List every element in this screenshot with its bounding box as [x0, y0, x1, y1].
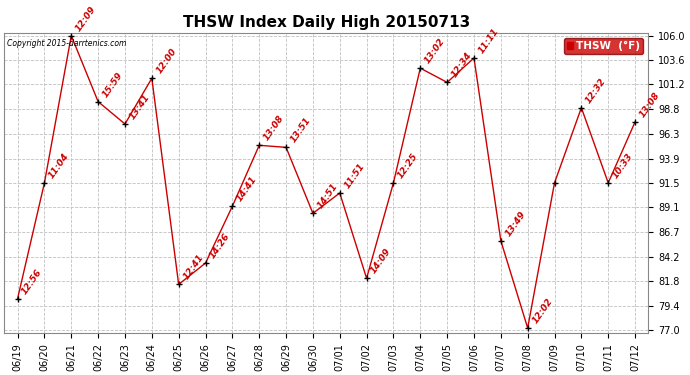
Text: 14:51: 14:51 — [316, 182, 339, 210]
Text: 13:08: 13:08 — [262, 114, 286, 142]
Text: 10:33: 10:33 — [611, 152, 635, 180]
Title: THSW Index Daily High 20150713: THSW Index Daily High 20150713 — [183, 15, 470, 30]
Text: 15:59: 15:59 — [101, 70, 125, 99]
Text: 14:26: 14:26 — [208, 232, 232, 260]
Text: 14:09: 14:09 — [369, 247, 393, 276]
Text: 12:56: 12:56 — [21, 267, 44, 296]
Text: Copyright 2015-darrtenics.com: Copyright 2015-darrtenics.com — [8, 39, 127, 48]
Text: 12:32: 12:32 — [584, 76, 608, 105]
Text: 12:25: 12:25 — [396, 152, 420, 180]
Text: 13:08: 13:08 — [638, 91, 662, 119]
Text: 13:02: 13:02 — [423, 37, 447, 65]
Text: 12:41: 12:41 — [181, 253, 205, 282]
Legend: THSW  (°F): THSW (°F) — [564, 38, 643, 54]
Text: 12:09: 12:09 — [74, 4, 98, 33]
Text: 13:41: 13:41 — [128, 93, 152, 121]
Text: 12:34: 12:34 — [450, 51, 474, 80]
Text: 11:51: 11:51 — [342, 162, 366, 190]
Text: 13:51: 13:51 — [289, 116, 313, 144]
Text: 11:04: 11:04 — [47, 152, 71, 180]
Text: 13:49: 13:49 — [504, 209, 527, 238]
Text: 11:11: 11:11 — [477, 27, 500, 55]
Text: 12:00: 12:00 — [155, 47, 179, 75]
Text: 14:41: 14:41 — [235, 175, 259, 204]
Text: 12:02: 12:02 — [531, 297, 554, 325]
